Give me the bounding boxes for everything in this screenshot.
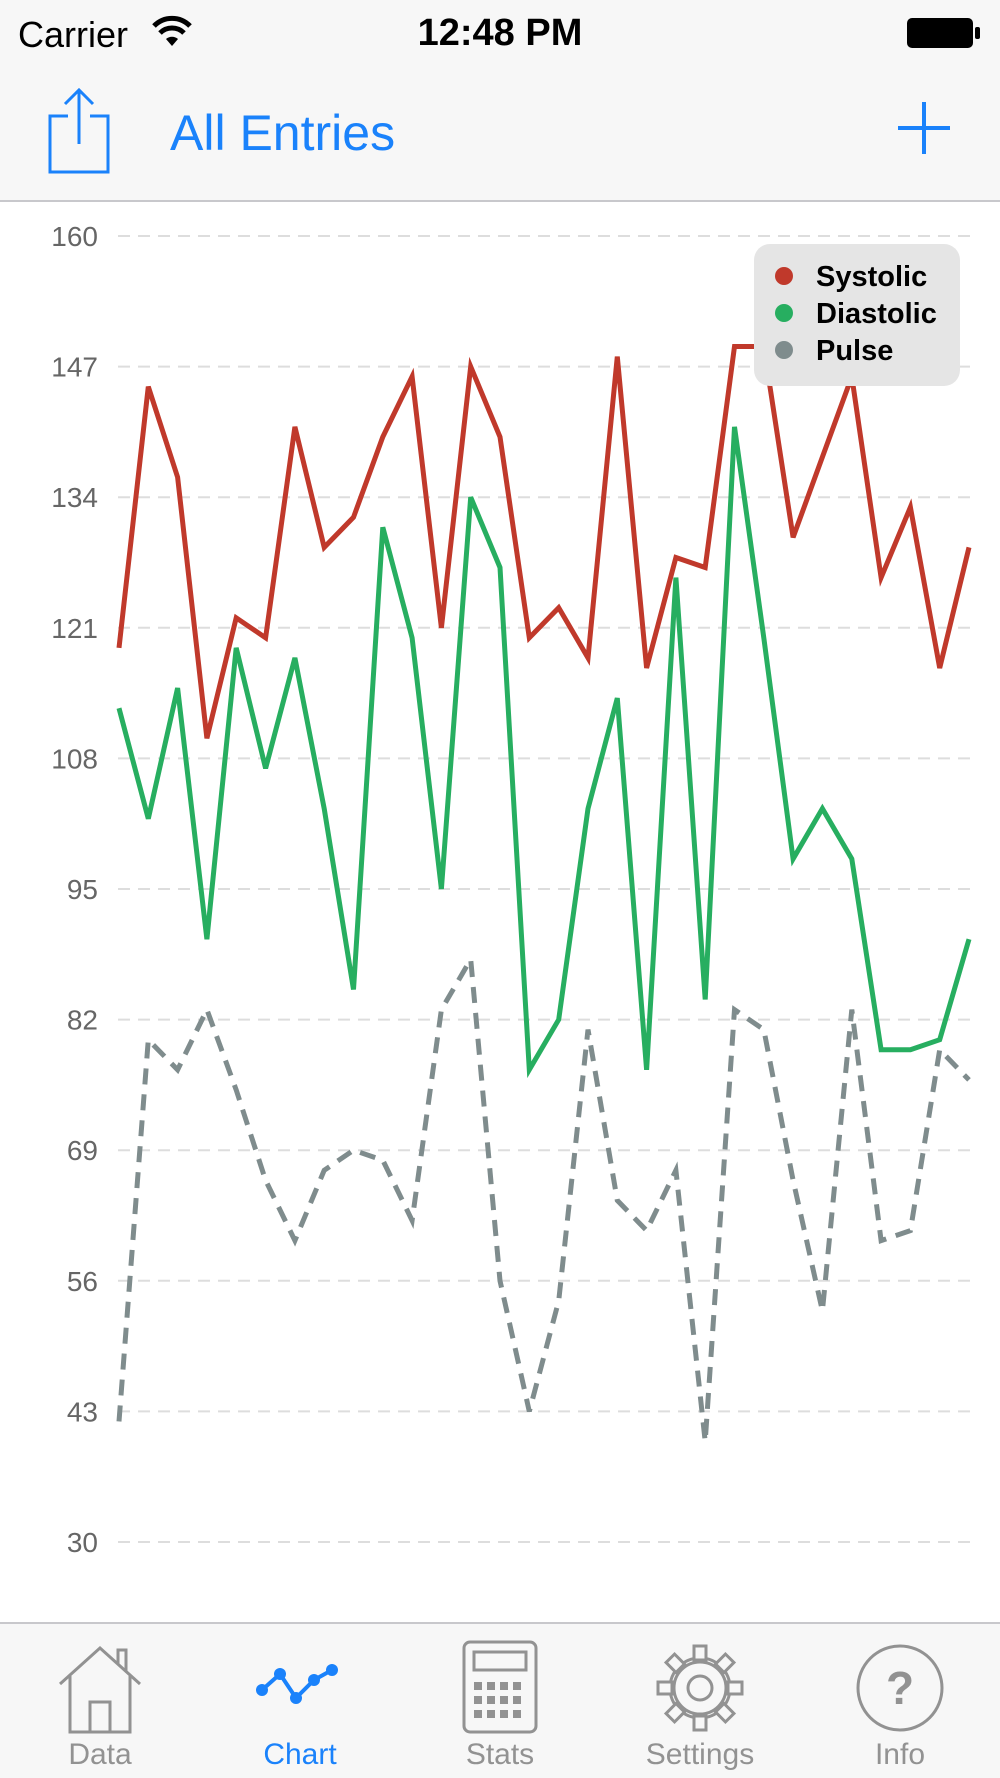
tab-settings-label: Settings <box>645 1738 755 1771</box>
series-line-diastolic <box>116 426 972 1079</box>
legend-label-pulse: Pulse <box>816 335 893 367</box>
svg-text:?: ? <box>886 1662 914 1714</box>
y-tick-label: 56 <box>67 1266 98 1297</box>
nav-title-button[interactable]: All Entries <box>170 105 396 161</box>
chart-icon <box>256 1664 338 1704</box>
y-tick-label: 69 <box>67 1135 98 1166</box>
carrier-label: Carrier <box>18 14 129 55</box>
legend-swatch-systolic <box>775 267 793 285</box>
tab-stats-label: Stats <box>465 1738 535 1771</box>
legend-label-systolic: Systolic <box>816 261 927 293</box>
legend-label-diastolic: Diastolic <box>816 298 937 330</box>
legend-swatch-pulse <box>775 341 793 359</box>
tab-info[interactable]: ? Info <box>800 1624 1000 1778</box>
share-icon[interactable] <box>46 86 112 176</box>
tab-data[interactable]: Data <box>0 1624 200 1778</box>
y-tick-label: 147 <box>51 352 98 383</box>
legend-box <box>754 244 960 386</box>
tab-data-label: Data <box>68 1738 132 1771</box>
battery-icon <box>907 18 980 48</box>
tab-chart-label: Chart <box>263 1738 337 1771</box>
navigation-bar: All Entries <box>0 66 1000 202</box>
house-icon <box>58 1645 142 1734</box>
wifi-icon <box>152 15 192 46</box>
tab-settings[interactable]: Settings <box>600 1624 800 1778</box>
y-tick-label: 134 <box>51 482 98 513</box>
y-tick-label: 43 <box>67 1396 98 1427</box>
legend-swatch-diastolic <box>775 304 793 322</box>
y-tick-label: 30 <box>67 1527 98 1558</box>
blood-pressure-chart: 30 43 56 69 82 95 108 121 134 147 160 Systolic Dias… <box>0 204 1000 1622</box>
tab-stats[interactable]: Stats <box>400 1624 600 1778</box>
tab-info-label: Info <box>874 1738 926 1771</box>
series-line-pulse <box>116 951 971 1442</box>
status-bar: Carrier 12:48 PM <box>0 0 1000 66</box>
tab-bar: Data Chart Stats <box>0 1622 1000 1778</box>
series-line-systolic <box>116 344 972 739</box>
y-tick-label: 121 <box>51 613 98 644</box>
tab-chart[interactable]: Chart <box>200 1624 400 1778</box>
y-tick-label: 82 <box>67 1005 98 1036</box>
y-tick-label: 95 <box>67 874 98 905</box>
add-icon[interactable] <box>896 100 952 156</box>
y-tick-label: 108 <box>51 743 98 774</box>
calculator-icon <box>462 1640 538 1734</box>
y-tick-label: 160 <box>51 221 98 252</box>
chart-canvas: 30 43 56 69 82 95 108 121 134 147 160 Systolic Dias… <box>51 221 972 1558</box>
question-icon: ? <box>856 1644 944 1732</box>
gear-icon <box>656 1644 744 1732</box>
status-time: 12:48 PM <box>417 12 583 54</box>
